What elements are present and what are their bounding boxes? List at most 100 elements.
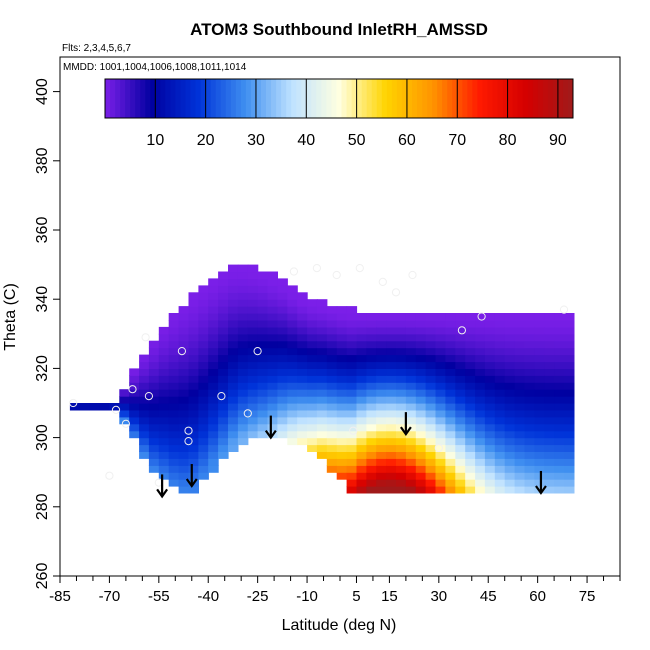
field-cell [237, 306, 249, 314]
field-cell [237, 299, 249, 307]
field-cell [297, 347, 308, 356]
field-cell [415, 458, 427, 466]
field-cell [198, 361, 209, 369]
y-tick-label: 340 [34, 286, 51, 313]
field-cell [484, 389, 496, 397]
field-cell [267, 306, 278, 314]
field-cell [139, 375, 150, 383]
colorbar-swatch [261, 79, 267, 118]
colorbar-swatch [321, 79, 327, 118]
field-cell [287, 285, 298, 293]
field-cell [524, 354, 535, 363]
field-cell [396, 479, 407, 487]
field-cell [376, 382, 387, 390]
field-cell [277, 382, 288, 390]
field-cell [405, 320, 417, 328]
field-cell [484, 409, 496, 418]
field-cell [465, 333, 476, 342]
field-cell [415, 320, 427, 328]
field-cell [494, 423, 506, 432]
field-cell [366, 403, 377, 411]
field-cell [415, 347, 427, 356]
colorbar-swatch [210, 79, 217, 118]
field-cell [455, 382, 466, 390]
field-cell [534, 340, 545, 349]
field-cell [307, 313, 318, 321]
field-cell [168, 368, 180, 376]
colorbar-swatch [527, 79, 534, 118]
colorbar-swatch [276, 79, 282, 118]
field-cell [188, 389, 199, 397]
field-cell [465, 361, 476, 369]
field-cell [435, 368, 446, 376]
field-cell [326, 389, 338, 397]
field-cell [396, 430, 407, 439]
field-cell [544, 430, 555, 439]
field-cell [336, 382, 348, 390]
field-cell [326, 430, 338, 439]
field-cell [218, 444, 229, 452]
field-cell [178, 409, 190, 418]
field-cell [148, 437, 160, 446]
colorbar-swatch [135, 79, 141, 118]
field-cell [247, 271, 259, 279]
field-cell [307, 403, 318, 411]
field-cell [524, 423, 535, 432]
field-cell [475, 472, 486, 480]
field-cell [198, 354, 209, 363]
field-cell [514, 347, 526, 356]
field-cell [534, 409, 545, 418]
field-cell [228, 271, 239, 279]
profile-arrow [185, 464, 198, 488]
field-cell [415, 444, 427, 452]
field-cell [228, 313, 239, 321]
field-cell [218, 313, 229, 321]
colorbar-swatch [140, 79, 146, 118]
field-cell [139, 430, 150, 439]
field-cell [494, 451, 506, 459]
profile-arrow [535, 470, 547, 495]
field-cell [465, 368, 476, 376]
field-cell [356, 423, 367, 432]
colorbar-swatch [200, 79, 207, 118]
field-cell [554, 320, 565, 328]
field-cell [415, 396, 427, 404]
field-cell [188, 403, 199, 411]
field-cell [415, 409, 427, 418]
field-cell [396, 437, 407, 446]
field-cell [504, 465, 516, 473]
field-cell [405, 354, 417, 363]
field-cell [346, 416, 358, 425]
field-cell [218, 306, 229, 314]
field-cell [396, 340, 407, 349]
field-cell [356, 313, 367, 321]
field-cell [198, 313, 209, 321]
field-cell [237, 271, 249, 279]
field-cell [376, 313, 387, 321]
field-cell [455, 361, 466, 369]
field-cell [257, 375, 269, 383]
field-cell [326, 375, 338, 383]
field-cell [366, 375, 377, 383]
field-cell [267, 285, 278, 293]
field-cell [267, 354, 278, 363]
sample-point [253, 347, 262, 356]
field-cell [435, 389, 446, 397]
field-cell [129, 430, 140, 439]
field-cell [405, 382, 417, 390]
field-cell [247, 313, 259, 321]
field-cell [257, 333, 269, 342]
field-cell [198, 340, 209, 349]
field-cell [188, 326, 199, 335]
field-cell [168, 430, 180, 439]
field-cell [139, 416, 150, 425]
field-cell [307, 382, 318, 390]
field-cell [524, 375, 535, 383]
field-cell [198, 437, 209, 446]
field-cell [237, 437, 249, 446]
field-cell [494, 486, 506, 494]
field-cell [504, 437, 516, 446]
field-cell [316, 340, 328, 349]
field-cell [465, 396, 476, 404]
field-cell [158, 451, 170, 459]
